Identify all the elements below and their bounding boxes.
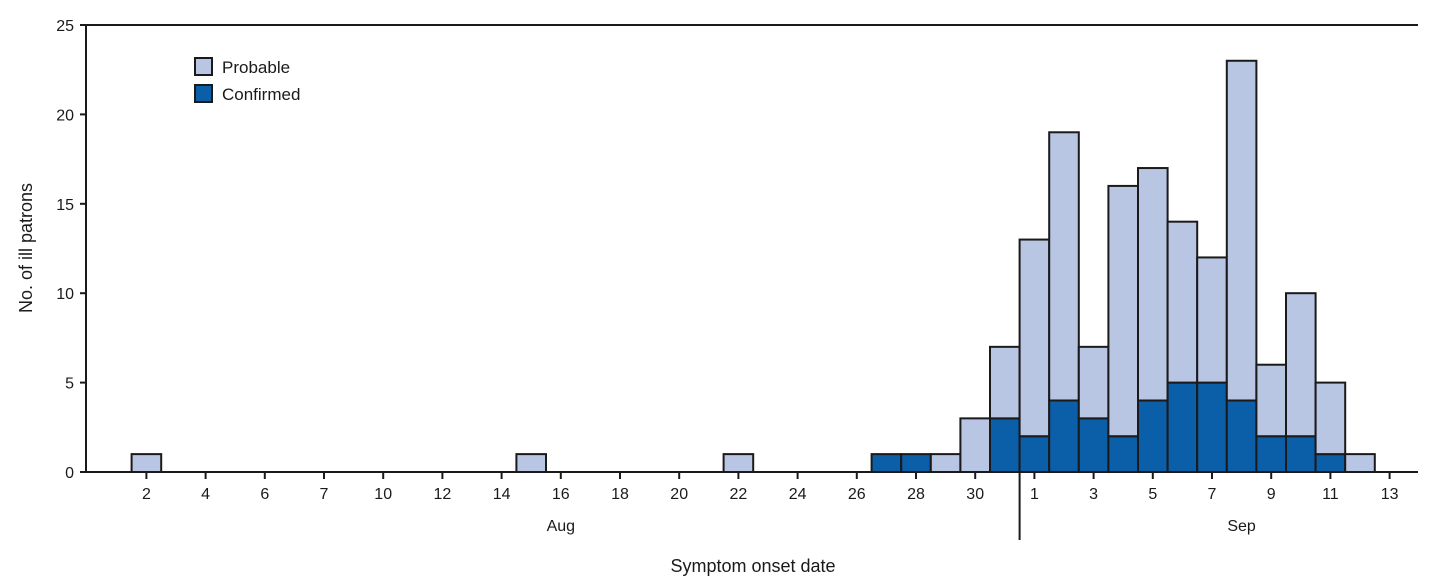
legend-swatch-confirmed xyxy=(194,84,213,103)
bar-confirmed xyxy=(1225,399,1258,474)
bar-confirmed xyxy=(1107,435,1140,473)
bar-confirmed xyxy=(1166,381,1199,474)
bar-confirmed xyxy=(1255,435,1288,473)
x-tick-label: 11 xyxy=(1322,486,1339,503)
bar-confirmed xyxy=(1018,435,1051,473)
x-tick-label: 4 xyxy=(201,486,210,503)
bar-probable xyxy=(1137,167,1169,402)
bar-probable xyxy=(1225,59,1258,402)
y-tick-label: 5 xyxy=(65,376,74,393)
x-tick-label: 3 xyxy=(1089,486,1098,503)
y-tick-label: 15 xyxy=(56,197,74,214)
x-tick-label: 26 xyxy=(848,486,866,503)
bar-probable xyxy=(1285,292,1317,438)
x-tick-label: 12 xyxy=(434,486,452,503)
x-axis-title: Symptom onset date xyxy=(670,556,835,576)
legend-label-confirmed: Confirmed xyxy=(222,85,300,104)
x-tick-label: 22 xyxy=(730,486,748,503)
y-tick-label: 20 xyxy=(56,107,74,124)
x-tick-label: 16 xyxy=(552,486,570,503)
bar-confirmed xyxy=(870,453,903,473)
x-tick-label: 7 xyxy=(1208,486,1217,503)
bar-confirmed xyxy=(1137,399,1169,474)
bar-confirmed xyxy=(1077,417,1110,473)
x-tick-label: 7 xyxy=(320,486,329,503)
bar-probable xyxy=(1048,131,1080,402)
x-tick-label: 2 xyxy=(142,486,151,503)
bar-confirmed xyxy=(1048,399,1080,474)
month-label: Sep xyxy=(1227,518,1256,535)
legend-label-probable: Probable xyxy=(222,58,290,77)
x-tick-label: 18 xyxy=(611,486,629,503)
bar-confirmed xyxy=(1285,435,1317,473)
x-tick-label: 1 xyxy=(1030,486,1039,503)
legend-swatch-probable xyxy=(194,57,213,76)
bar-probable xyxy=(1255,363,1288,438)
bar-probable xyxy=(1314,381,1347,456)
bar-confirmed xyxy=(900,453,932,473)
bars xyxy=(130,59,1376,474)
bar-probable xyxy=(1166,220,1199,384)
bar-probable xyxy=(1107,184,1140,438)
bar-probable xyxy=(959,417,992,473)
x-tick-label: 6 xyxy=(260,486,269,503)
bar-confirmed xyxy=(989,417,1021,473)
y-axis: 0 5 10 15 20 25 xyxy=(56,18,1418,482)
bar-confirmed xyxy=(1196,381,1228,474)
bar-probable xyxy=(130,453,163,473)
x-tick-label: 20 xyxy=(670,486,688,503)
x-tick-label: 14 xyxy=(493,486,511,503)
bar-probable xyxy=(989,345,1021,420)
x-axis: 2467101214161820222426283013579111315Aug… xyxy=(86,462,1418,540)
x-tick-label: 5 xyxy=(1148,486,1157,503)
bar-probable xyxy=(515,453,548,473)
y-tick-label: 25 xyxy=(56,18,74,35)
x-tick-label: 24 xyxy=(789,486,807,503)
x-tick-label: 28 xyxy=(907,486,925,503)
bar-probable xyxy=(1344,453,1376,473)
bar-probable xyxy=(1018,238,1051,438)
bar-probable xyxy=(1077,345,1110,420)
legend: Probable Confirmed xyxy=(194,57,300,104)
bar-probable xyxy=(722,453,755,473)
x-tick-label: 30 xyxy=(966,486,984,503)
bar-probable xyxy=(929,453,962,473)
month-label: Aug xyxy=(547,518,575,535)
bar-probable xyxy=(1196,256,1228,384)
bar-confirmed xyxy=(1314,453,1347,473)
y-tick-label: 0 xyxy=(65,465,74,482)
x-tick-label: 10 xyxy=(374,486,392,503)
y-tick-label: 10 xyxy=(56,286,74,303)
x-tick-label: 9 xyxy=(1267,486,1276,503)
x-tick-label: 13 xyxy=(1381,486,1399,503)
y-axis-title: No. of ill patrons xyxy=(16,183,36,313)
